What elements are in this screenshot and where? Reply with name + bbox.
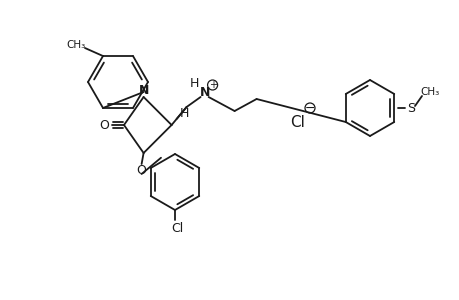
- Text: +: +: [208, 80, 216, 90]
- Text: Cl: Cl: [290, 115, 305, 130]
- Text: O: O: [136, 164, 146, 176]
- Text: Cl: Cl: [170, 223, 183, 236]
- Text: CH₃: CH₃: [420, 87, 439, 97]
- Text: O: O: [99, 118, 109, 131]
- Text: H: H: [179, 106, 189, 119]
- Text: CH₃: CH₃: [66, 40, 85, 50]
- Text: −: −: [304, 101, 314, 115]
- Text: S: S: [406, 101, 414, 115]
- Text: N: N: [138, 83, 148, 97]
- Text: H: H: [190, 76, 199, 89]
- Text: N: N: [199, 85, 209, 98]
